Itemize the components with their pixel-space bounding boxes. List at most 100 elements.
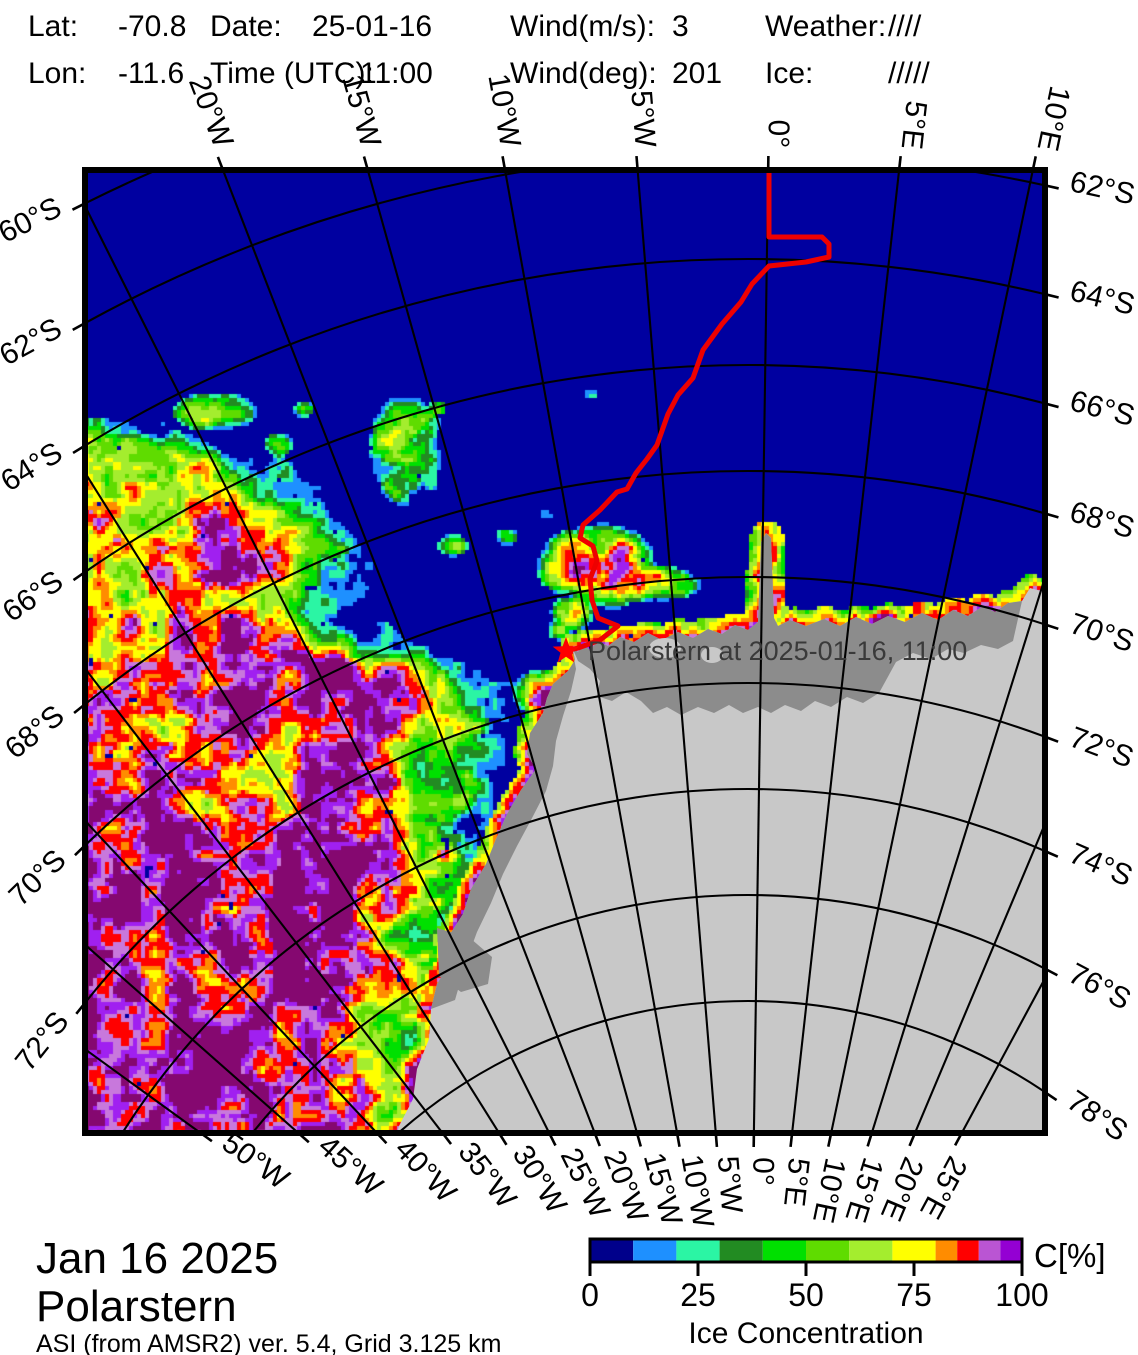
time-value: 11:00 xyxy=(360,57,433,90)
map-interior xyxy=(397,533,1043,1131)
lon-label-bottom: 30°W xyxy=(506,1140,573,1221)
lat-label-right: 64°S xyxy=(1067,275,1138,322)
parallel-76S xyxy=(252,894,1043,1131)
meridian xyxy=(87,821,377,1131)
shelf-hole xyxy=(701,647,723,663)
meridian xyxy=(636,172,717,1131)
lat-label-left: 62°S xyxy=(0,312,67,372)
meridian xyxy=(914,825,1043,1131)
colorbar-unit: C[%] xyxy=(1034,1237,1106,1274)
parallel-64S xyxy=(87,258,1043,447)
weather-label: Weather: xyxy=(765,10,887,43)
lon-value: -11.6 xyxy=(118,57,185,90)
shelf-patch xyxy=(437,928,492,992)
lat-value: -70.8 xyxy=(118,10,187,43)
footer-date: Jan 16 2025 xyxy=(36,1234,279,1283)
colorbar-title: Ice Concentration xyxy=(688,1317,923,1350)
meridian xyxy=(367,172,638,1131)
ship-track xyxy=(563,172,832,654)
colorbar-segment xyxy=(719,1239,763,1262)
lat-label: Lat: xyxy=(28,10,79,43)
colorbar-segment xyxy=(590,1239,634,1262)
lon-label-bottom: 35°W xyxy=(452,1136,524,1215)
lat-label-right: 62°S xyxy=(1067,165,1138,211)
lon-label-bottom: 45°W xyxy=(312,1129,390,1203)
weather-value: //// xyxy=(888,10,922,43)
lat-label-left: 68°S xyxy=(0,699,71,766)
lat-label-right: 68°S xyxy=(1066,495,1138,545)
lon-label-top: 5°W xyxy=(624,89,662,149)
map-border xyxy=(82,167,1048,1136)
lon-label-bottom: 0° xyxy=(746,1157,779,1186)
wind-dir-value: 201 xyxy=(672,57,723,90)
lat-label-left: 66°S xyxy=(0,564,69,628)
lat-label-right: 76°S xyxy=(1063,957,1136,1017)
ice-obs-label: Ice: xyxy=(765,57,814,90)
lon-label-bottom: 50°W xyxy=(216,1126,296,1196)
parallel-74S xyxy=(122,788,1043,1131)
wind-speed-value: 3 xyxy=(672,10,689,43)
parallel-68S xyxy=(87,470,1043,705)
lat-label-right: 70°S xyxy=(1066,607,1138,659)
lon-label-bottom: 40°W xyxy=(388,1133,463,1210)
coastal-ice-shelf-band xyxy=(572,533,1022,715)
colorbar-segment xyxy=(935,1239,958,1262)
lon-label: Lon: xyxy=(28,57,87,90)
lat-label-right: 66°S xyxy=(1066,384,1138,433)
parallel-66S xyxy=(87,364,1043,573)
colorbar-tick-label: 25 xyxy=(680,1277,716,1313)
wind-speed-label: Wind(m/s): xyxy=(510,10,655,43)
lon-label-top: 5°E xyxy=(895,99,933,151)
colorbar-segment xyxy=(762,1239,806,1262)
west-coast-shelf-band xyxy=(431,647,576,1009)
date-label: Date: xyxy=(210,10,282,43)
lon-label-bottom: 5°E xyxy=(777,1156,815,1208)
meridian xyxy=(752,172,770,1131)
lon-label-top: 0° xyxy=(762,119,795,148)
lat-label-left: 64°S xyxy=(0,436,68,498)
lat-label-left: 72°S xyxy=(9,1006,76,1078)
parallel-72S xyxy=(87,682,1043,1003)
lon-label-top: 20°W xyxy=(182,71,240,152)
meridian xyxy=(87,945,298,1131)
footer-ship: Polarstern xyxy=(36,1282,237,1331)
lon-label-bottom: 5°W xyxy=(711,1155,749,1215)
wind-dir-label: Wind(deg): xyxy=(510,57,657,90)
colorbar-segment xyxy=(892,1239,936,1262)
meridian xyxy=(504,172,678,1131)
ship-position-annotation: Polarstern at 2025-01-16, 11:00 xyxy=(588,636,967,666)
colorbar-segment xyxy=(806,1239,850,1262)
meridian xyxy=(87,669,443,1131)
colorbar-segment xyxy=(676,1239,720,1262)
meridian xyxy=(87,473,500,1131)
colorbar-segment xyxy=(849,1239,893,1262)
meridian xyxy=(791,172,900,1131)
ice-obs-value: ///// xyxy=(888,57,930,90)
colorbar-tick-label: 50 xyxy=(788,1277,824,1313)
colorbar-segment xyxy=(978,1239,1001,1262)
colorbar-tick-label: 75 xyxy=(896,1277,932,1313)
meridian xyxy=(222,172,596,1131)
time-label: Time (UTC): xyxy=(210,57,374,90)
footer-source: ASI (from AMSR2) ver. 5.4, Grid 3.125 km xyxy=(36,1330,502,1355)
lon-label-top: 10°E xyxy=(1031,83,1077,154)
shelf-hole xyxy=(649,638,681,658)
colorbar-segment xyxy=(957,1239,979,1262)
meridian xyxy=(830,172,1034,1131)
lat-label-right: 78°S xyxy=(1061,1084,1134,1148)
colorbar-segment xyxy=(633,1239,677,1262)
lat-label-left: 60°S xyxy=(0,191,67,250)
lat-label-right: 72°S xyxy=(1065,721,1138,775)
colorbar-tick-label: 0 xyxy=(581,1277,599,1313)
parallel-78S xyxy=(399,1000,1043,1131)
parallel-70S xyxy=(87,576,1043,846)
colorbar-tick-label: 100 xyxy=(995,1277,1048,1313)
lon-label-top: 10°W xyxy=(481,71,527,150)
meridian xyxy=(871,580,1043,1131)
colorbar-segment xyxy=(1000,1239,1022,1262)
lon-label-top: 15°W xyxy=(335,71,387,152)
ship-position-star xyxy=(552,637,580,663)
